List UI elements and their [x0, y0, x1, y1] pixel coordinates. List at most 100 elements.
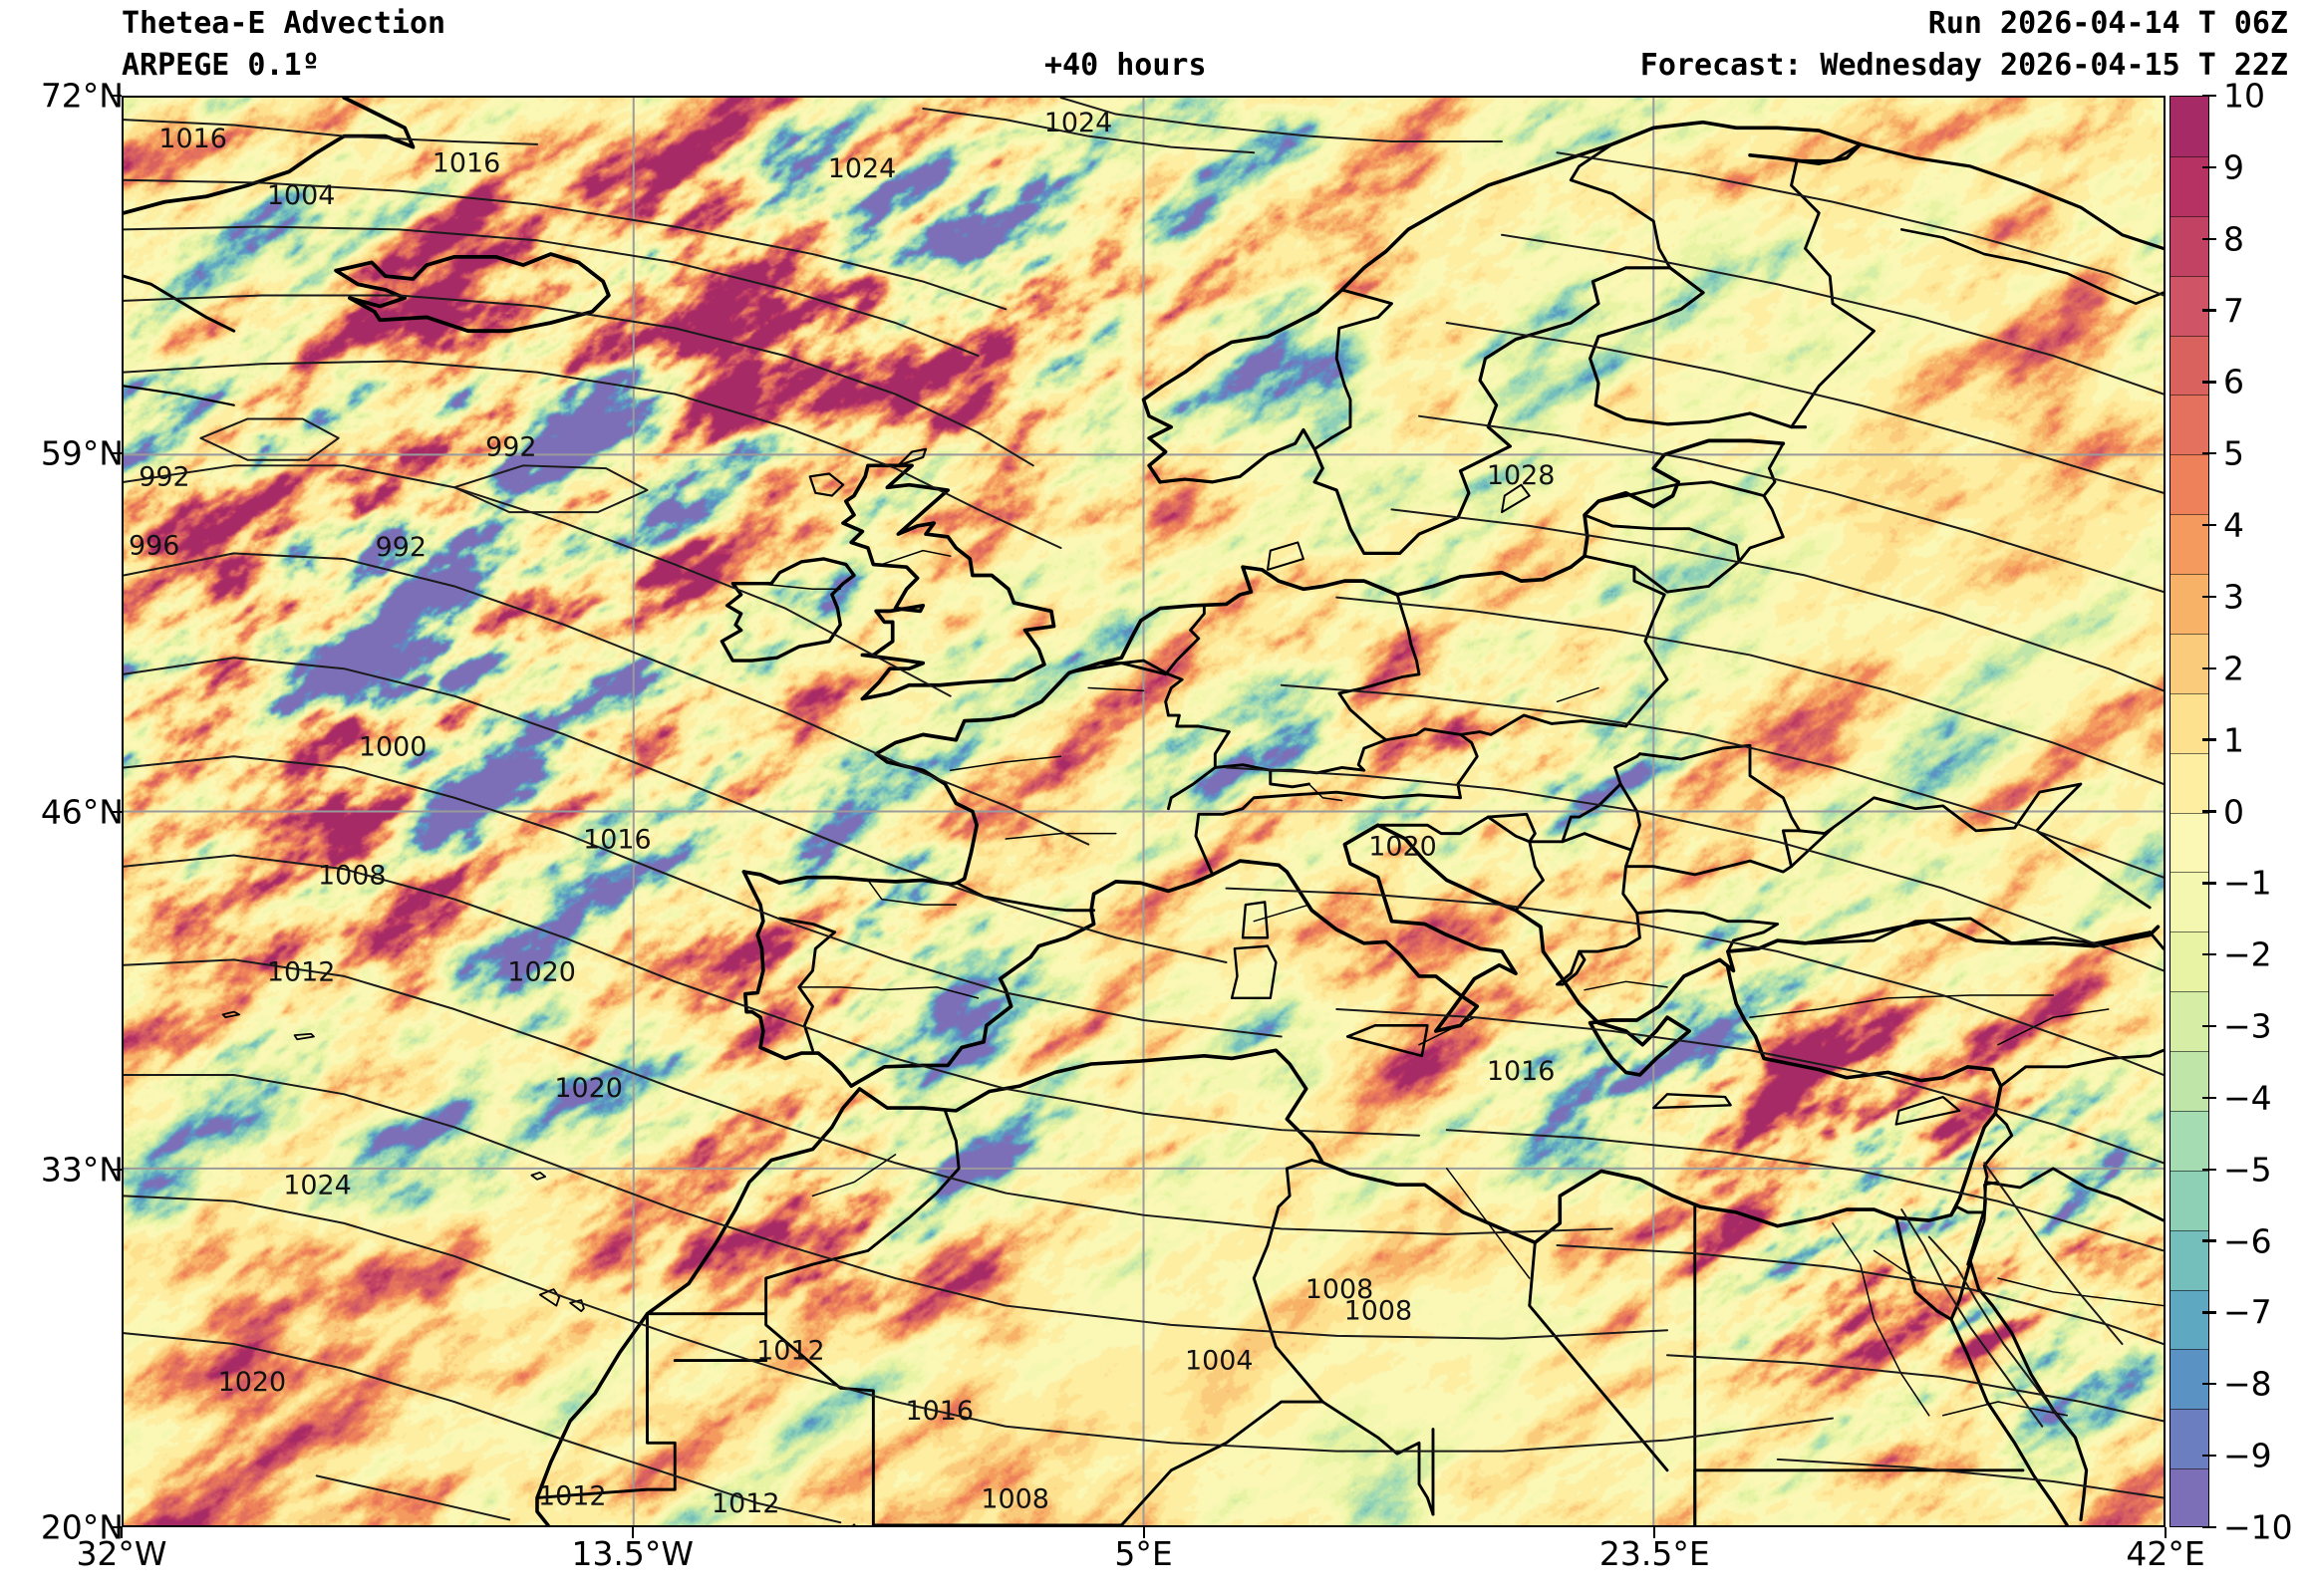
svg-text:1016: 1016 — [158, 124, 227, 154]
internal-border — [1584, 980, 1668, 991]
isobar-label: 1004 — [1185, 1346, 1254, 1377]
colorbar-band-divider — [2170, 872, 2208, 874]
map-plot-area[interactable]: 1016 1016 1004 1024 1024 992 992 992 996 1000 1016… — [122, 96, 2166, 1527]
colorbar-band-divider — [2170, 1051, 2208, 1052]
colorbar-band-divider — [2170, 1468, 2208, 1470]
isobar-label: 1020 — [1368, 832, 1437, 863]
coastline-black-sea-south — [1776, 917, 2152, 945]
country-border — [1266, 1159, 1324, 1247]
colorbar-tick-label: −2 — [2223, 934, 2272, 974]
colorbar-band-divider — [2170, 812, 2208, 814]
svg-text:1004: 1004 — [267, 180, 336, 211]
colorbar-band-divider — [2170, 574, 2208, 575]
country-border — [1486, 815, 1532, 844]
colorbar-band — [2170, 633, 2208, 694]
svg-text:1004: 1004 — [1185, 1346, 1254, 1377]
colorbar-band-divider — [2170, 1229, 2208, 1231]
colorbar-band — [2170, 155, 2208, 217]
isobar-contour — [124, 657, 1228, 963]
country-border — [1781, 826, 1835, 869]
colorbar-band-divider — [2170, 335, 2208, 337]
x-axis-tick — [121, 1527, 123, 1538]
colorbar-tick-label: 7 — [2223, 291, 2244, 331]
colorbar-band — [2170, 1468, 2208, 1526]
colorbar-tick-label: −4 — [2223, 1078, 2272, 1118]
isobar-label: 996 — [129, 530, 179, 561]
isobar-label: 1012 — [756, 1336, 825, 1367]
svg-text:1000: 1000 — [359, 731, 428, 762]
y-axis-tick — [111, 95, 122, 97]
isobar-label: 1008 — [981, 1484, 1049, 1515]
svg-text:1016: 1016 — [906, 1396, 975, 1427]
isobar-contour — [124, 755, 1283, 1038]
country-border — [1949, 1204, 1986, 1217]
colorbar-band — [2170, 454, 2208, 515]
internal-border — [950, 755, 1062, 771]
country-border — [1528, 1240, 1669, 1472]
colorbar-band-divider — [2170, 752, 2208, 754]
colorbar-tick — [2202, 1454, 2216, 1458]
colorbar-band — [2170, 395, 2208, 455]
svg-text:1020: 1020 — [554, 1073, 623, 1104]
isobar-contour — [1225, 887, 2164, 1076]
isobar-contour — [1666, 1354, 2164, 1423]
colorbar-tick — [2202, 452, 2216, 455]
isobar-contour — [124, 119, 538, 145]
isobar-contour — [1418, 414, 2164, 594]
colorbar-tick — [2202, 309, 2216, 312]
coastline-gotland — [1501, 483, 1531, 514]
y-axis-tick-label: 33°N — [40, 1150, 124, 1190]
colorbar-tick — [2202, 595, 2216, 599]
isobar-label: 1016 — [433, 147, 501, 178]
country-border — [764, 1109, 961, 1316]
colorbar-tick-label: 4 — [2223, 505, 2244, 545]
colorbar-tick — [2202, 953, 2216, 956]
internal-border — [1941, 1401, 2068, 1417]
colorbar-tick — [2202, 738, 2216, 741]
colorbar-band — [2170, 514, 2208, 575]
isobar-label: 992 — [485, 432, 536, 463]
y-axis-tick — [111, 1168, 122, 1171]
internal-border — [1556, 686, 1599, 703]
svg-text:1012: 1012 — [712, 1488, 780, 1519]
x-axis-tick — [2165, 1527, 2167, 1538]
isobar-contour — [1501, 233, 2164, 396]
country-border — [1583, 441, 1785, 594]
coastline-canary-grancanaria — [569, 1299, 585, 1313]
country-border — [1269, 738, 1388, 775]
coastline-norway — [1141, 120, 1863, 484]
country-border — [1337, 593, 1421, 742]
isobar-label: 1012 — [267, 957, 336, 988]
country-border — [1561, 949, 1587, 986]
country-border — [777, 917, 837, 1052]
svg-text:1008: 1008 — [318, 860, 387, 891]
colorbar-tick-label: −1 — [2223, 863, 2272, 903]
colorbar-tick — [2202, 1239, 2216, 1242]
isobar-label: 1004 — [267, 180, 336, 211]
svg-text:1008: 1008 — [981, 1484, 1049, 1515]
colorbar-tick-label: −3 — [2223, 1006, 2272, 1046]
country-border — [1790, 142, 1876, 429]
colorbar-tick — [2202, 165, 2216, 169]
internal-border — [797, 986, 980, 999]
colorbar-band — [2170, 1110, 2208, 1172]
country-border — [2148, 931, 2164, 950]
forecast-time-label: Forecast: Wednesday 2026-04-15 T 22Z — [1639, 48, 2288, 83]
coastline-scandinavia — [1158, 266, 1808, 555]
colorbar-band — [2170, 1170, 2208, 1231]
country-border — [1072, 662, 1123, 673]
coastline — [741, 823, 2161, 1088]
y-axis-tick-label: 59°N — [40, 433, 124, 473]
run-time-label: Run 2026-04-14 T 06Z — [1927, 6, 2288, 41]
country-border — [1166, 713, 1231, 734]
coastline-greenland-south — [124, 274, 236, 333]
colorbar-band — [2170, 991, 2208, 1052]
country-border — [1984, 1167, 2164, 1222]
isobar-label: 1024 — [1044, 108, 1113, 138]
colorbar-tick-label: 10 — [2223, 76, 2265, 116]
isobar-contour — [124, 178, 1008, 311]
colorbar-band-divider — [2170, 1349, 2208, 1351]
country-border — [1166, 763, 1310, 811]
isobar-contour — [452, 464, 649, 514]
svg-text:1020: 1020 — [507, 957, 576, 988]
